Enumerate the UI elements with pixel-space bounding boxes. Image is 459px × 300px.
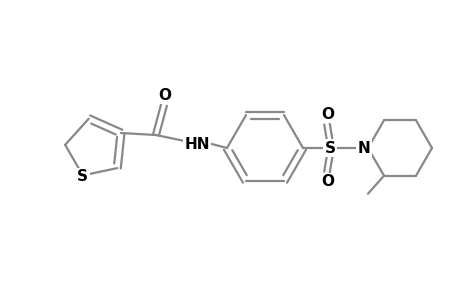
Text: S: S <box>324 140 335 155</box>
Text: HN: HN <box>184 136 209 152</box>
Text: S: S <box>77 169 88 184</box>
Text: O: O <box>158 88 171 103</box>
Text: N: N <box>357 140 369 155</box>
Text: O: O <box>321 175 334 190</box>
Text: O: O <box>321 106 334 122</box>
